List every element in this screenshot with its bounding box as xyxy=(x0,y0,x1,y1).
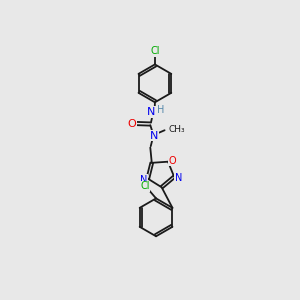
Text: O: O xyxy=(128,118,136,128)
Text: N: N xyxy=(147,107,155,117)
Text: H: H xyxy=(157,105,164,115)
Text: N: N xyxy=(140,175,147,184)
Text: CH₃: CH₃ xyxy=(169,124,185,134)
Text: N: N xyxy=(150,130,158,141)
Text: O: O xyxy=(168,155,176,166)
Text: Cl: Cl xyxy=(150,46,160,56)
Text: N: N xyxy=(175,173,182,183)
Text: Cl: Cl xyxy=(140,181,150,191)
